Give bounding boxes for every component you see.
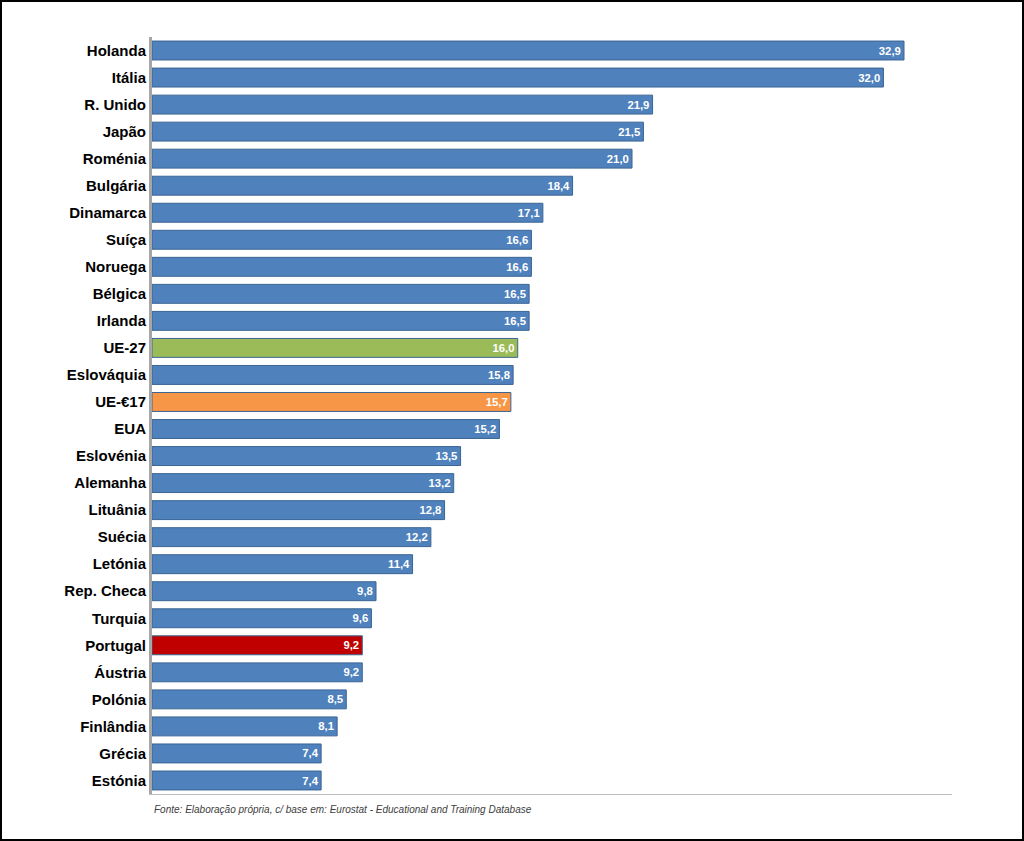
- svg-text:12,2: 12,2: [406, 531, 428, 543]
- svg-text:Bulgária: Bulgária: [86, 177, 147, 194]
- svg-text:Grécia: Grécia: [99, 745, 146, 762]
- svg-text:Suécia: Suécia: [98, 528, 147, 545]
- svg-text:7,4: 7,4: [302, 747, 318, 759]
- svg-text:Holanda: Holanda: [87, 42, 147, 59]
- svg-text:13,2: 13,2: [429, 477, 451, 489]
- svg-text:Estónia: Estónia: [92, 772, 147, 789]
- svg-text:18,4: 18,4: [547, 180, 570, 192]
- svg-text:UE-27: UE-27: [103, 339, 146, 356]
- svg-text:13,5: 13,5: [435, 450, 457, 462]
- svg-text:Suíça: Suíça: [106, 231, 147, 248]
- svg-text:Eslovénia: Eslovénia: [76, 447, 147, 464]
- svg-text:Portugal: Portugal: [85, 637, 146, 654]
- svg-text:Fonte: Elaboração própria, c/: Fonte: Elaboração própria, c/ base em: E…: [154, 804, 532, 815]
- svg-text:Áustria: Áustria: [94, 664, 146, 681]
- svg-text:Letónia: Letónia: [93, 555, 147, 572]
- svg-text:17,1: 17,1: [518, 207, 540, 219]
- svg-text:Bélgica: Bélgica: [93, 285, 147, 302]
- svg-text:16,6: 16,6: [506, 234, 528, 246]
- svg-text:16,5: 16,5: [504, 288, 526, 300]
- svg-text:Noruega: Noruega: [85, 258, 147, 275]
- svg-text:Turquia: Turquia: [92, 610, 147, 627]
- svg-text:Dinamarca: Dinamarca: [69, 204, 146, 221]
- svg-text:32,9: 32,9: [879, 45, 901, 57]
- svg-text:8,1: 8,1: [318, 720, 334, 732]
- svg-text:21,0: 21,0: [607, 153, 629, 165]
- svg-text:9,6: 9,6: [353, 612, 369, 624]
- svg-text:21,9: 21,9: [627, 99, 649, 111]
- svg-text:16,6: 16,6: [506, 261, 528, 273]
- svg-text:16,0: 16,0: [493, 342, 515, 354]
- svg-text:32,0: 32,0: [858, 72, 880, 84]
- svg-text:11,4: 11,4: [388, 558, 410, 570]
- svg-text:Eslováquia: Eslováquia: [67, 366, 147, 383]
- svg-text:Rep. Checa: Rep. Checa: [64, 582, 146, 599]
- svg-text:8,5: 8,5: [327, 693, 343, 705]
- svg-text:Japão: Japão: [103, 123, 146, 140]
- svg-text:EUA: EUA: [114, 420, 146, 437]
- svg-text:16,5: 16,5: [504, 315, 526, 327]
- svg-text:Roménia: Roménia: [83, 150, 147, 167]
- svg-text:15,2: 15,2: [474, 423, 496, 435]
- svg-text:7,4: 7,4: [302, 775, 318, 787]
- svg-text:Finlândia: Finlândia: [80, 718, 146, 735]
- svg-text:Itália: Itália: [112, 69, 147, 86]
- svg-text:Alemanha: Alemanha: [74, 474, 146, 491]
- svg-text:15,7: 15,7: [486, 396, 508, 408]
- svg-text:R. Unido: R. Unido: [84, 96, 146, 113]
- svg-text:9,2: 9,2: [343, 666, 359, 678]
- svg-text:12,8: 12,8: [419, 504, 441, 516]
- svg-text:9,2: 9,2: [343, 639, 359, 651]
- svg-text:Polónia: Polónia: [92, 691, 147, 708]
- svg-text:15,8: 15,8: [488, 369, 510, 381]
- svg-text:21,5: 21,5: [618, 126, 640, 138]
- svg-text:UE-€17: UE-€17: [95, 393, 146, 410]
- svg-text:9,8: 9,8: [357, 585, 373, 597]
- svg-text:Lituânia: Lituânia: [88, 501, 146, 518]
- svg-text:Irlanda: Irlanda: [97, 312, 147, 329]
